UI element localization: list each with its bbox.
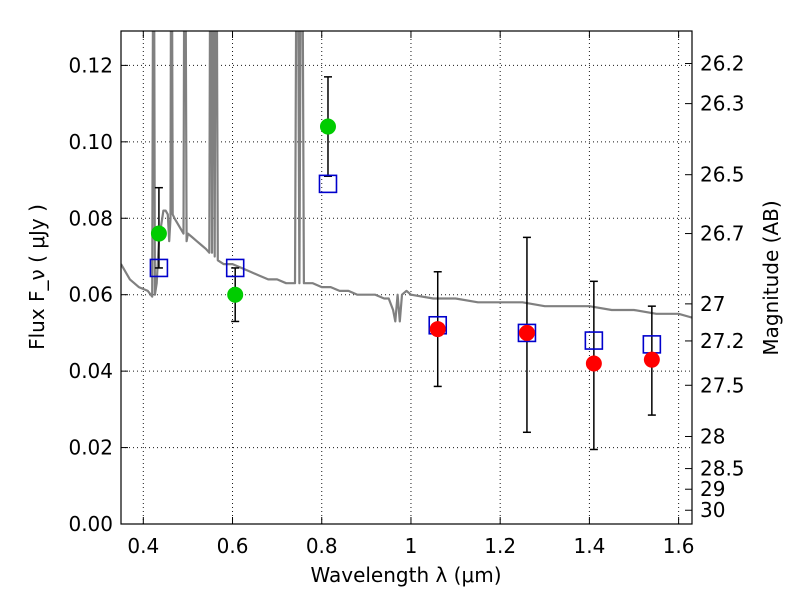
observed-point (150, 225, 167, 242)
model-point (517, 323, 537, 343)
x-tick-label: 1 (405, 534, 418, 558)
observed-point (429, 321, 446, 338)
observed-point (319, 118, 336, 135)
y-tick-label: 0.08 (68, 206, 113, 230)
x-tick-label: 0.6 (217, 534, 249, 558)
observed-point (518, 324, 535, 341)
observed-point (643, 351, 660, 368)
model-point (149, 258, 169, 278)
mag-tick-label: 27 (700, 292, 725, 316)
mag-tick-label: 26.2 (700, 51, 745, 75)
model-point (584, 331, 604, 350)
mag-tick-label: 27.2 (700, 329, 745, 353)
x-tick-label: 1.6 (663, 534, 695, 558)
y-tick-label: 0.06 (68, 283, 113, 307)
x-tick-label: 1.4 (573, 534, 605, 558)
y-tick-label: 0.12 (68, 53, 113, 77)
grid (121, 31, 692, 525)
mag-tick-label: 27.5 (700, 373, 745, 397)
model-point (225, 258, 245, 278)
spectrum-line (121, 31, 692, 323)
right-axis-label: Magnitude (AB) (759, 200, 783, 355)
y-tick-label: 0.00 (68, 512, 113, 536)
mag-tick-label: 26.3 (700, 92, 745, 116)
x-axis-label: Wavelength λ (μm) (310, 563, 501, 587)
observed-point (585, 355, 602, 372)
x-tick-label: 0.4 (127, 534, 159, 558)
data-markers (149, 118, 662, 372)
y-tick-label: 0.02 (68, 436, 113, 460)
model-spectrum (121, 31, 692, 323)
mag-tick-label: 28 (700, 424, 725, 448)
model-point (318, 174, 338, 194)
mag-tick-label: 26.5 (700, 163, 745, 187)
observed-point (227, 286, 244, 303)
mag-tick-label: 29 (700, 477, 725, 501)
x-tick-label: 1.2 (484, 534, 516, 558)
mag-tick-label: 26.7 (700, 222, 745, 246)
y-axis-label: Flux F_ν ( μJy ) (25, 204, 49, 350)
y-tick-label: 0.10 (68, 130, 113, 154)
y-tick-label: 0.04 (68, 359, 113, 383)
plot-frame (120, 30, 693, 525)
mag-tick-label: 28.5 (700, 457, 745, 481)
mag-tick-label: 30 (700, 498, 725, 522)
axis-ticks: 0.4 0.6 0.8 1 1.2 1.4 1.6 0.00 0.02 0.04 0.06 0.08 0… (68, 31, 745, 558)
x-tick-label: 0.8 (306, 534, 338, 558)
